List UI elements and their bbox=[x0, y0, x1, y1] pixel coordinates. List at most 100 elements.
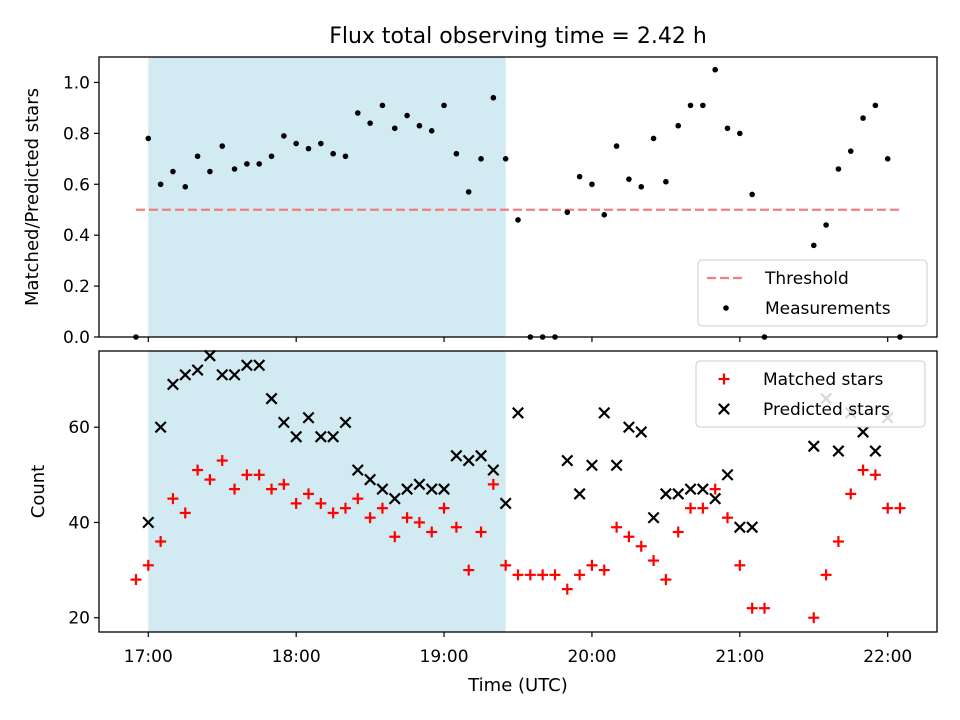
predicted-star-point bbox=[179, 368, 192, 381]
y-tick-label: 0.2 bbox=[63, 277, 90, 297]
predicted-star-point bbox=[376, 483, 389, 496]
matched-star-point bbox=[660, 574, 672, 586]
matched-star-point bbox=[894, 502, 906, 514]
measurement-point bbox=[810, 242, 817, 249]
matched-star-point bbox=[512, 569, 524, 581]
measurement-point bbox=[182, 184, 189, 190]
y-tick-label: 0.6 bbox=[63, 175, 90, 195]
matched-star-point bbox=[204, 474, 216, 486]
measurement-point bbox=[872, 102, 879, 109]
matched-star-point bbox=[758, 602, 770, 614]
predicted-star-point bbox=[709, 492, 722, 505]
measurement-point bbox=[428, 128, 435, 134]
matched-star-point bbox=[364, 512, 376, 524]
matched-star-point bbox=[549, 569, 561, 581]
measurement-point bbox=[318, 140, 324, 147]
predicted-star-point bbox=[401, 483, 414, 496]
measurement-point bbox=[589, 181, 595, 188]
measurement-point bbox=[379, 102, 386, 109]
predicted-star-point bbox=[622, 421, 635, 434]
measurement-point bbox=[663, 178, 669, 185]
measurement-point bbox=[515, 217, 521, 223]
matched-star-point bbox=[500, 559, 512, 571]
matched-star-point bbox=[339, 502, 351, 514]
top-plot-frame bbox=[98, 56, 938, 338]
predicted-star-point bbox=[142, 516, 155, 529]
matched-star-point bbox=[327, 507, 339, 519]
matched-star-point bbox=[697, 502, 709, 514]
predicted-star-point bbox=[733, 521, 746, 534]
measurement-point bbox=[687, 102, 694, 109]
x-tick-label: 19:00 bbox=[420, 647, 469, 667]
matched-star-point bbox=[857, 464, 869, 476]
matched-star-point bbox=[586, 559, 598, 571]
matched-star-point bbox=[820, 569, 832, 581]
predicted-star-point bbox=[832, 445, 845, 457]
predicted-star-point bbox=[721, 468, 734, 481]
matched-star-point bbox=[155, 536, 167, 548]
predicted-star-point bbox=[277, 416, 290, 429]
measurement-point bbox=[354, 110, 361, 116]
matched-star-point bbox=[253, 469, 265, 481]
matched-star-point bbox=[290, 497, 302, 509]
measurement-point bbox=[601, 212, 608, 218]
matched-star-point bbox=[130, 574, 142, 586]
bottom-shaded-interval bbox=[148, 351, 506, 632]
matched-star-point bbox=[278, 478, 290, 490]
measurement-point bbox=[860, 115, 866, 121]
predicted-star-point bbox=[512, 406, 524, 419]
matched-star-point bbox=[561, 583, 573, 595]
x-tick-label: 21:00 bbox=[715, 647, 764, 667]
measurement-point bbox=[391, 125, 398, 132]
legend-label: Predicted stars bbox=[763, 400, 890, 420]
matched-star-point bbox=[537, 569, 549, 581]
matched-star-point bbox=[648, 555, 660, 567]
matched-star-point bbox=[882, 502, 894, 514]
top-shaded-interval bbox=[148, 57, 506, 337]
matched-star-point bbox=[229, 483, 241, 495]
predicted-star-point bbox=[351, 464, 364, 477]
predicted-star-point bbox=[659, 487, 672, 500]
matched-star-point bbox=[450, 521, 462, 533]
matched-star-point bbox=[241, 469, 253, 481]
matched-star-point bbox=[179, 507, 191, 519]
predicted-star-point bbox=[314, 430, 327, 443]
legend-box bbox=[697, 259, 928, 327]
matched-star-point bbox=[167, 493, 179, 505]
measurement-point bbox=[157, 181, 164, 188]
predicted-star-point bbox=[746, 521, 759, 534]
predicted-star-point bbox=[425, 483, 438, 496]
matched-star-point bbox=[266, 483, 278, 495]
x-axis-label: Time (UTC) bbox=[467, 675, 568, 696]
measurement-point bbox=[281, 133, 287, 139]
predicted-star-point bbox=[265, 392, 278, 405]
measurement-point bbox=[305, 145, 312, 152]
predicted-star-point bbox=[475, 449, 488, 462]
measurement-point bbox=[416, 122, 423, 129]
predicted-star-point bbox=[610, 459, 623, 472]
measurement-point bbox=[441, 102, 447, 109]
measurement-point bbox=[737, 130, 743, 137]
bottom-legend: Matched stars Predicted stars bbox=[695, 360, 926, 428]
measurement-point bbox=[367, 120, 373, 126]
predicted-star-point bbox=[154, 421, 167, 434]
predicted-star-point bbox=[253, 359, 266, 372]
top-plot-panel: 0.0 0.2 0.4 0.6 0.8 1.0 Matched/Predicted sta… bbox=[22, 56, 938, 348]
y-tick-label: 0.0 bbox=[63, 328, 90, 348]
measurement-point bbox=[330, 150, 336, 157]
measurement-point bbox=[293, 140, 299, 147]
predicted-star-point bbox=[388, 492, 401, 505]
x-tick-label: 22:00 bbox=[863, 647, 912, 667]
predicted-star-point bbox=[462, 454, 475, 467]
measurement-point bbox=[700, 102, 706, 109]
measurement-point bbox=[638, 184, 645, 190]
legend-label: Measurements bbox=[765, 299, 891, 319]
measurement-point bbox=[835, 166, 842, 172]
predicted-star-point bbox=[438, 483, 451, 496]
measurement-point bbox=[847, 148, 854, 154]
x-tick-label: 18:00 bbox=[272, 647, 321, 667]
matched-star-point bbox=[734, 559, 746, 571]
measurement-point bbox=[256, 161, 263, 167]
predicted-star-point bbox=[869, 445, 882, 457]
x-tick-label: 17:00 bbox=[124, 647, 173, 667]
